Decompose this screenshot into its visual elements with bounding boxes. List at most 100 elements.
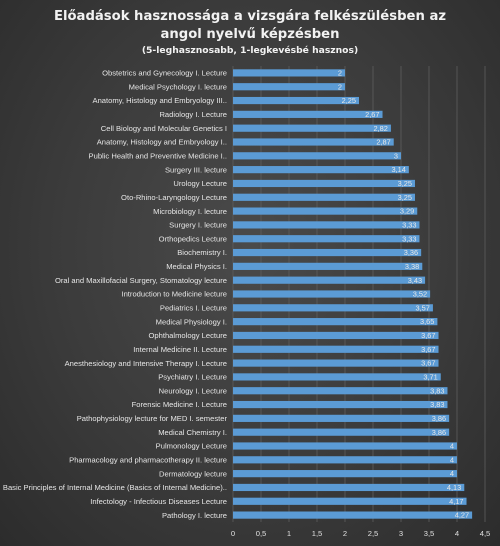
value-label: 3,52: [413, 290, 427, 299]
bar: [233, 248, 422, 257]
value-label: 4,17: [449, 497, 463, 506]
bar: [233, 221, 420, 229]
value-label: 3,67: [421, 345, 435, 354]
category-label: Medical Chemistry I.: [158, 428, 227, 437]
category-label: Internal Medicine II. Lecture: [133, 345, 227, 354]
category-label: Surgery I. lecture: [169, 221, 227, 230]
bar: [233, 318, 438, 326]
category-label: Radiology I. Lecture: [159, 110, 227, 119]
category-label: Urology Lecture: [173, 179, 227, 188]
value-label: 4: [450, 455, 454, 464]
value-label: 3,71: [423, 373, 437, 382]
category-label: Medical Physics I.: [166, 262, 227, 271]
category-label: Anesthesiology and Intensive Therapy I. …: [65, 359, 227, 368]
bar: [233, 166, 409, 174]
category-label: Orthopedics Lecture: [159, 234, 227, 243]
value-label: 3,67: [421, 359, 435, 368]
value-label: 3,43: [408, 276, 422, 285]
bar: [233, 497, 467, 505]
category-label: Dermatology lecture: [159, 469, 227, 478]
bar: [233, 345, 439, 353]
category-label: Surgery III. lecture: [165, 165, 227, 174]
x-tick-label: 2: [343, 529, 347, 538]
x-tick-label: 2,5: [368, 529, 379, 538]
bar: [233, 96, 359, 105]
value-label: 3,14: [391, 165, 405, 174]
value-label: 3,36: [404, 248, 418, 257]
chart-subtitle: (5-leghasznosabb, 1-legkevésbé hasznos): [142, 45, 358, 56]
category-labels: Obstetrics and Gynecology I. Lecture Medi…: [3, 69, 228, 520]
bar: [233, 69, 345, 77]
value-label: 3,67: [421, 331, 435, 340]
bar: [233, 304, 433, 312]
x-tick-label: 0,5: [256, 529, 267, 538]
value-label: 3,65: [420, 317, 434, 326]
category-label: Forensic Medicine I. Lecture: [132, 400, 227, 409]
category-label: Psychiatry I. Lecture: [158, 373, 227, 382]
value-label: 2: [338, 69, 342, 78]
category-label: Medical Physiology I.: [156, 317, 227, 326]
bar: [233, 193, 415, 201]
bar: [233, 83, 345, 91]
bar: [233, 331, 439, 340]
x-tick-label: 0: [231, 529, 235, 538]
bar: [233, 470, 457, 478]
category-label: Public Health and Preventive Medicine I.…: [89, 152, 227, 161]
bar: [233, 290, 431, 298]
value-label: 3,83: [430, 400, 444, 409]
value-label: 3,25: [398, 179, 412, 188]
bar: [233, 110, 383, 118]
bar: [233, 442, 457, 450]
bar: [233, 235, 420, 243]
category-label: Infectology - Infectious Diseases Lectur…: [90, 497, 227, 506]
category-label: Ophthalmology Lecture: [148, 331, 227, 340]
bar: [233, 138, 394, 146]
chart-title-line-2: angol nyelvű képzésben: [161, 26, 340, 42]
value-label: 4: [450, 469, 454, 478]
bar: [233, 400, 448, 409]
value-label: 2,87: [376, 138, 390, 147]
bar: [233, 511, 473, 519]
category-label: Biochemistry I.: [177, 248, 227, 257]
value-label: 3,86: [432, 414, 446, 423]
x-tick-label: 3,5: [424, 529, 435, 538]
category-label: Basic Principles of Internal Medicine (B…: [3, 483, 227, 492]
category-label: Introduction to Medicine lecture: [121, 290, 227, 299]
category-label: Neurology I. Lecture: [159, 386, 227, 395]
chart-title-line-1: Előadások hasznossága a vizsgára felkész…: [54, 8, 446, 24]
category-label: Anatomy, Histology and Embryology III..: [93, 96, 228, 105]
value-label: 2: [338, 82, 342, 91]
bar: [233, 207, 418, 215]
x-tick-label: 1: [287, 529, 291, 538]
bar: [233, 428, 450, 436]
value-label: 3,57: [416, 303, 430, 312]
bar: [233, 124, 391, 132]
value-label: 4,13: [447, 483, 461, 492]
value-label: 3,33: [402, 234, 416, 243]
category-label: Medical Psychology I. lecture: [129, 82, 227, 91]
value-label: 3: [394, 151, 398, 160]
bar: [233, 262, 423, 270]
category-label: Pathology I. lecture: [162, 511, 227, 520]
x-tick-label: 1,5: [312, 529, 323, 538]
category-label: Oral and Maxillofacial Surgery, Stomatol…: [55, 276, 227, 285]
category-label: Obstetrics and Gynecology I. Lecture: [102, 69, 227, 78]
value-label: 2,82: [374, 124, 388, 133]
category-label: Pharmacology and pharmacotherapy II. lec…: [69, 456, 227, 465]
x-axis-tick-labels: 0 0,5 1 1,5 2 2,5 3 3,5 4 4,5: [231, 529, 490, 538]
x-tick-label: 4,5: [480, 529, 491, 538]
value-label: 3,29: [400, 207, 414, 216]
bar: [233, 152, 401, 160]
bar: [233, 373, 441, 381]
x-tick-label: 3: [399, 529, 403, 538]
category-label: Pediatrics I. Lecture: [160, 304, 227, 313]
x-tick-label: 4: [455, 529, 459, 538]
bar: [233, 359, 439, 367]
bar: [233, 387, 448, 395]
category-label: Pathophysiology lecture for MED I. semes…: [77, 414, 228, 423]
category-label: Pulmonology Lecture: [156, 442, 227, 451]
category-label: Anatomy, Histology and Embryology I..: [97, 138, 227, 147]
bar: [233, 276, 426, 284]
value-labels: 222,252,672,822,8733,143,253,253,293,333…: [338, 69, 469, 520]
